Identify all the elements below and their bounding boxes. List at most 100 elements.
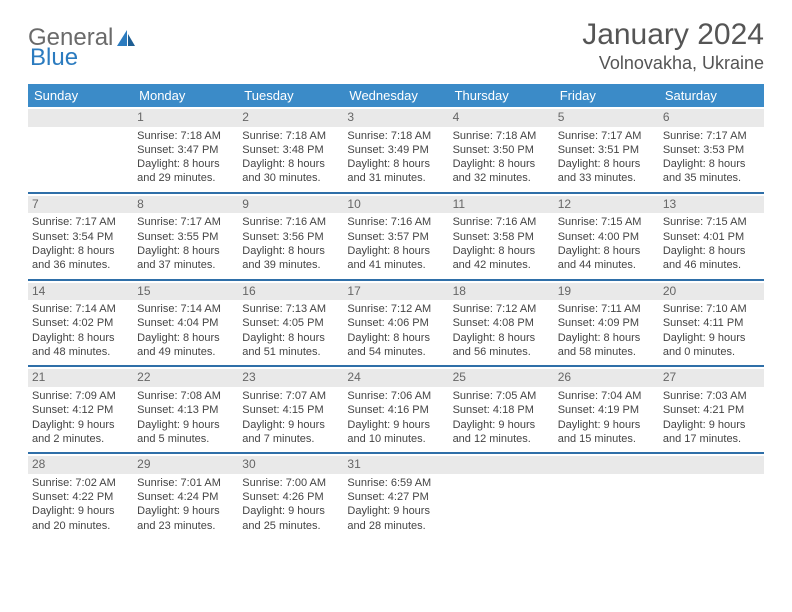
day-cell: 13Sunrise: 7:15 AMSunset: 4:01 PMDayligh… [659,194,764,280]
daylight-text: Daylight: 8 hours [242,244,339,258]
calendar-table: Sunday Monday Tuesday Wednesday Thursday… [28,84,764,539]
sunset-text: Sunset: 4:27 PM [347,490,444,504]
day-number: 1 [133,109,238,127]
daylight-text: Daylight: 8 hours [242,157,339,171]
sunrise-text: Sunrise: 7:00 AM [242,476,339,490]
sunset-text: Sunset: 4:00 PM [558,230,655,244]
weekday-header: Monday [133,84,238,107]
day-number: 2 [238,109,343,127]
daylight-text: and 58 minutes. [558,345,655,359]
sunrise-text: Sunrise: 7:12 AM [453,302,550,316]
sunrise-text: Sunrise: 7:18 AM [453,129,550,143]
day-cell: 24Sunrise: 7:06 AMSunset: 4:16 PMDayligh… [343,367,448,453]
daylight-text: Daylight: 9 hours [242,418,339,432]
sunrise-text: Sunrise: 7:12 AM [347,302,444,316]
daylight-text: Daylight: 8 hours [453,157,550,171]
sunrise-text: Sunrise: 7:17 AM [137,215,234,229]
sunset-text: Sunset: 4:26 PM [242,490,339,504]
daylight-text: and 23 minutes. [137,519,234,533]
day-cell: 7Sunrise: 7:17 AMSunset: 3:54 PMDaylight… [28,194,133,280]
day-cell: 21 Sunrise: 7:09 AMSunset: 4:12 PMDayligh… [28,367,133,453]
daylight-text: Daylight: 8 hours [347,331,444,345]
daylight-text: and 7 minutes. [242,432,339,446]
sunset-text: Sunset: 3:49 PM [347,143,444,157]
daylight-text: and 30 minutes. [242,171,339,185]
daylight-text: and 10 minutes. [347,432,444,446]
day-number: 31 [343,456,448,474]
day-cell: 29Sunrise: 7:01 AMSunset: 4:24 PMDayligh… [133,454,238,539]
sunset-text: Sunset: 4:19 PM [558,403,655,417]
day-number: 4 [449,109,554,127]
day-number: 19 [554,283,659,301]
day-number: 21 [28,369,133,387]
week-row: 14Sunrise: 7:14 AMSunset: 4:02 PMDayligh… [28,281,764,367]
day-number: 5 [554,109,659,127]
sunrise-text: Sunrise: 7:08 AM [137,389,234,403]
day-cell [28,107,133,193]
weekday-header-row: Sunday Monday Tuesday Wednesday Thursday… [28,84,764,107]
day-cell: 12Sunrise: 7:15 AMSunset: 4:00 PMDayligh… [554,194,659,280]
sunset-text: Sunset: 4:13 PM [137,403,234,417]
sunrise-text: Sunrise: 7:16 AM [347,215,444,229]
sunrise-text: Sunrise: 7:01 AM [137,476,234,490]
brand-word-2: Blue [30,44,78,72]
week-row: 21Sunrise: 7:09 AMSunset: 4:12 PMDayligh… [28,367,764,453]
day-cell: 15Sunrise: 7:14 AMSunset: 4:04 PMDayligh… [133,281,238,367]
daylight-text: Daylight: 8 hours [453,331,550,345]
day-cell: 23Sunrise: 7:07 AMSunset: 4:15 PMDayligh… [238,367,343,453]
sunrise-text: Sunrise: 7:03 AM [663,389,760,403]
day-number: 22 [133,369,238,387]
sunrise-text: Sunrise: 7:10 AM [663,302,760,316]
daylight-text: Daylight: 8 hours [137,244,234,258]
daylight-text: Daylight: 9 hours [32,418,129,432]
daylight-text: and 36 minutes. [32,258,129,272]
day-number-empty [554,456,659,474]
sunset-text: Sunset: 3:50 PM [453,143,550,157]
daylight-text: Daylight: 8 hours [32,331,129,345]
sunset-text: Sunset: 3:47 PM [137,143,234,157]
sunset-text: Sunset: 4:08 PM [453,316,550,330]
sunrise-text: Sunrise: 7:17 AM [558,129,655,143]
day-cell: 19Sunrise: 7:11 AMSunset: 4:09 PMDayligh… [554,281,659,367]
daylight-text: Daylight: 9 hours [347,418,444,432]
sunrise-text: Sunrise: 7:15 AM [663,215,760,229]
day-number: 30 [238,456,343,474]
daylight-text: and 39 minutes. [242,258,339,272]
week-row: 28Sunrise: 7:02 AMSunset: 4:22 PMDayligh… [28,454,764,539]
sunset-text: Sunset: 4:16 PM [347,403,444,417]
sunset-text: Sunset: 4:01 PM [663,230,760,244]
day-cell: 31Sunrise: 6:59 AMSunset: 4:27 PMDayligh… [343,454,448,539]
sunset-text: Sunset: 3:51 PM [558,143,655,157]
day-number: 6 [659,109,764,127]
daylight-text: and 51 minutes. [242,345,339,359]
sunset-text: Sunset: 4:04 PM [137,316,234,330]
day-cell: 9Sunrise: 7:16 AMSunset: 3:56 PMDaylight… [238,194,343,280]
day-number: 25 [449,369,554,387]
daylight-text: and 5 minutes. [137,432,234,446]
sunrise-text: Sunrise: 7:09 AM [32,389,129,403]
sunset-text: Sunset: 3:53 PM [663,143,760,157]
weekday-header: Saturday [659,84,764,107]
daylight-text: Daylight: 8 hours [558,157,655,171]
sail-icon [115,28,137,48]
daylight-text: and 28 minutes. [347,519,444,533]
weekday-header: Sunday [28,84,133,107]
sunrise-text: Sunrise: 7:04 AM [558,389,655,403]
daylight-text: and 32 minutes. [453,171,550,185]
daylight-text: and 17 minutes. [663,432,760,446]
week-row: 1 Sunrise: 7:18 AM Sunset: 3:47 PM Daylight… [28,107,764,193]
daylight-text: and 44 minutes. [558,258,655,272]
sunrise-text: Sunrise: 7:07 AM [242,389,339,403]
daylight-text: and 33 minutes. [558,171,655,185]
sunrise-text: Sunrise: 7:13 AM [242,302,339,316]
daylight-text: Daylight: 8 hours [137,331,234,345]
day-number: 18 [449,283,554,301]
sunset-text: Sunset: 4:22 PM [32,490,129,504]
daylight-text: Daylight: 9 hours [137,418,234,432]
daylight-text: and 37 minutes. [137,258,234,272]
sunset-text: Sunset: 4:12 PM [32,403,129,417]
day-number-empty [659,456,764,474]
daylight-text: Daylight: 8 hours [32,244,129,258]
sunset-text: Sunset: 3:54 PM [32,230,129,244]
sunrise-text: Sunrise: 6:59 AM [347,476,444,490]
